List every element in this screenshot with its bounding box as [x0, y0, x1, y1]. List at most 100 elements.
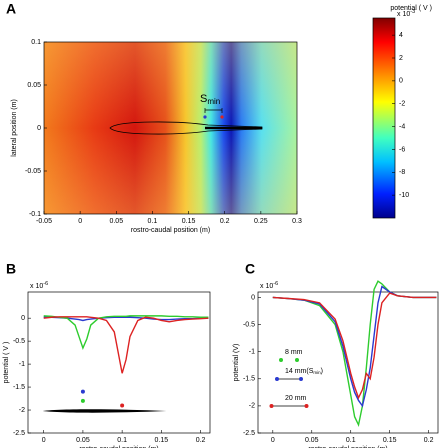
y-exponent: x 10-6	[260, 281, 278, 289]
y-tick-label: -1	[249, 348, 255, 355]
legend-label: 20 mm	[285, 395, 307, 402]
y-tick-label: -1.5	[13, 384, 25, 391]
y-tick-label: -2	[19, 407, 25, 414]
x-tick-label: 0.25	[254, 218, 268, 225]
legend-swatch	[295, 358, 299, 362]
y-tick-label: -0.5	[243, 321, 255, 328]
legend-note: (S	[306, 368, 313, 375]
x-tick-label: 0.05	[109, 218, 123, 225]
x-tick-label: 0.15	[155, 437, 169, 444]
colorbar-exponent: x 10-3	[397, 9, 415, 17]
annotation-part: min	[207, 97, 220, 106]
panel-b: B 0 0.05 0.1 0.15 0.2 0 -0.5 -1 -1.5 -2 -2.5 rostro-…	[3, 261, 211, 448]
x-tick-label: 0	[78, 218, 82, 225]
annotation: Smin	[200, 93, 220, 106]
y-tick-label: 0.05	[27, 82, 41, 89]
x-tick-label: 0.1	[346, 437, 356, 444]
frame	[257, 291, 439, 434]
x-tick-label: 0.1	[148, 218, 158, 225]
colorbar-tick-label: 2	[399, 55, 403, 62]
legend-label: 14 mm(Smin)	[285, 368, 323, 375]
series-line	[43, 316, 209, 322]
legend-name: 20 mm	[285, 395, 307, 402]
smin-bracket	[204, 108, 223, 113]
y-tick-label: -0.05	[25, 168, 41, 175]
x-tick-label: 0.3	[292, 218, 302, 225]
series-line	[43, 315, 209, 350]
x-tick-label: 0.2	[196, 437, 206, 444]
x-axis-label: rostro-caudal position (m)	[131, 227, 210, 234]
legend-name: 8 mm	[285, 349, 303, 356]
y-tick-label: 0	[37, 125, 41, 132]
legend-swatch	[304, 404, 309, 408]
x-tick-label: 0.1	[117, 437, 127, 444]
frame	[43, 41, 298, 215]
series-line	[272, 292, 437, 400]
legend-swatch	[275, 377, 279, 381]
colorbar-label: potential ( V )	[390, 5, 432, 12]
legend-name: 14 mm	[285, 368, 307, 375]
y-tick-label: -0.1	[29, 211, 41, 218]
colorbar-tick-label: 0	[399, 78, 403, 85]
electrode	[220, 115, 224, 119]
panel-label: B	[6, 261, 16, 277]
x-tick-label: 0.05	[76, 437, 90, 444]
y-tick-label: -1.5	[243, 376, 255, 383]
x-tick-label: 0.05	[305, 437, 319, 444]
colorbar-tick-label: -4	[399, 123, 405, 130]
legend-note: min	[313, 370, 321, 375]
electrode-point	[80, 389, 85, 394]
y-exponent-part: -6	[273, 281, 278, 287]
y-tick-label: -0.5	[13, 338, 25, 345]
colorbar-exponent-part: x 10	[397, 11, 410, 18]
x-tick-label: 0.15	[182, 218, 196, 225]
y-axis-label: lateral position (m)	[11, 99, 18, 157]
colorbar-tick-label: 4	[399, 32, 403, 39]
y-tick-label: 0	[251, 294, 255, 301]
panel-a: A-0.05 0 0.05 0.1 0.15 0.2 0.25 0.3-0.1-0.0500.…	[6, 1, 432, 234]
colorbar-frame	[372, 17, 396, 219]
x-tick-label: 0.15	[383, 437, 397, 444]
y-exponent-part: -6	[43, 281, 48, 287]
annotation-part: S	[200, 93, 207, 105]
electrode-point	[120, 403, 125, 408]
panel-label: A	[6, 1, 16, 17]
y-exponent-part: x 10	[260, 283, 273, 290]
y-axis-label: potential ( V )	[3, 342, 10, 384]
x-tick-label: -0.05	[36, 218, 52, 225]
colorbar-tick-label: -2	[399, 101, 405, 108]
series-line	[43, 316, 209, 374]
y-exponent-part: x 10	[30, 283, 43, 290]
fish-body	[42, 409, 167, 413]
panel-c: C 0 0.05 0.1 0.15 0.2 0 -0.5 -1 -1.5 -2 -2.5 rostro-…	[233, 261, 439, 448]
x-axis-label: rostro-caudal position (m)	[308, 446, 387, 448]
y-tick-label: -1	[19, 361, 25, 368]
y-tick-label: -2.5	[243, 430, 255, 437]
frame	[27, 291, 211, 434]
x-axis-label: rostro-caudal position (m)	[79, 446, 158, 448]
x-tick-label: 0	[42, 437, 46, 444]
panel-label: C	[245, 261, 255, 277]
colorbar-exponent-part: -3	[410, 9, 415, 15]
x-tick-label: 0.2	[220, 218, 230, 225]
y-tick-label: -2.5	[13, 430, 25, 437]
electrode	[203, 115, 207, 119]
y-tick-label: -2	[249, 403, 255, 410]
legend-label: 8 mm	[285, 349, 303, 356]
electrode-point	[80, 398, 85, 403]
y-tick-label: 0	[21, 315, 25, 322]
x-tick-label: 0.2	[424, 437, 434, 444]
x-tick-label: 0	[271, 437, 275, 444]
colorbar	[373, 18, 395, 218]
legend-swatch	[279, 358, 283, 362]
y-tick-label: 0.1	[31, 39, 41, 46]
colorbar-tick-label: -8	[399, 169, 405, 176]
legend-swatch	[299, 377, 303, 381]
legend-swatch	[269, 404, 274, 408]
legend-note: )	[321, 368, 323, 375]
y-axis-label: potential (V)	[233, 344, 240, 382]
colorbar-tick-label: -10	[399, 192, 409, 199]
y-exponent: x 10-6	[30, 281, 48, 289]
colorbar-tick-label: -6	[399, 146, 405, 153]
